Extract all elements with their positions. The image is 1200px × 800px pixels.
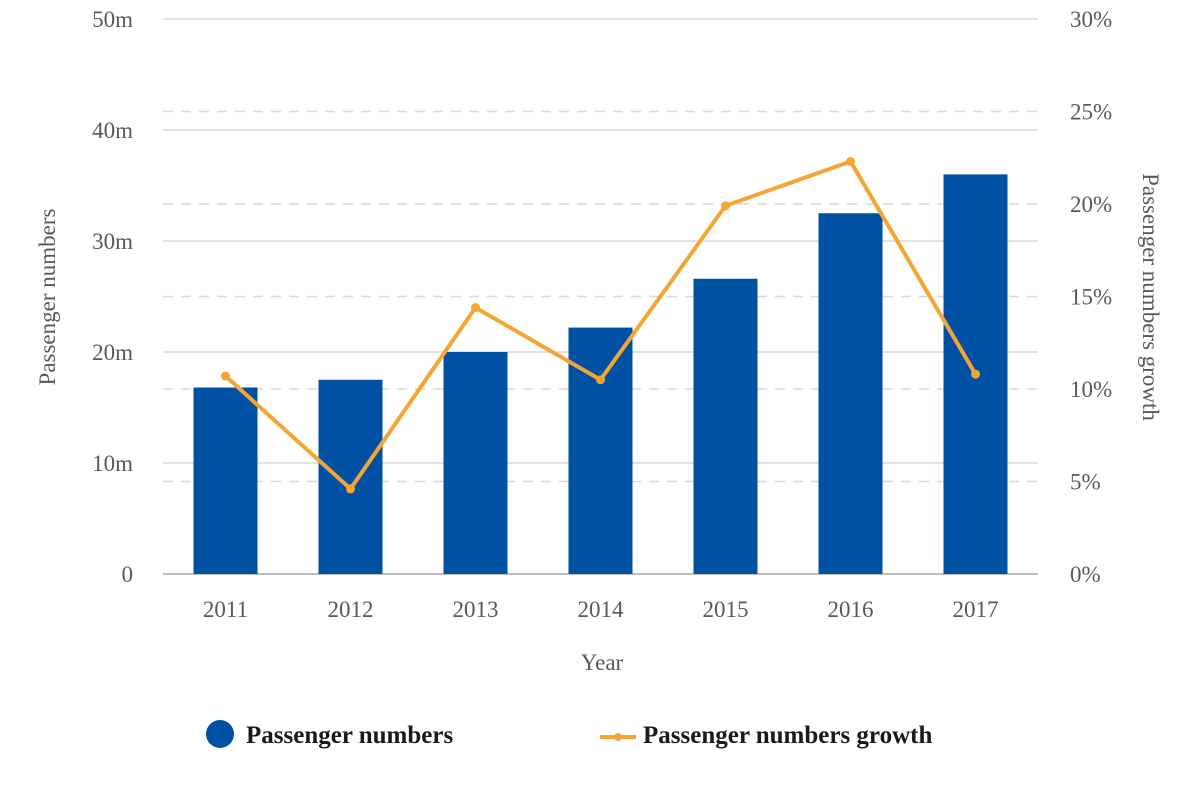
right-tick-label: 30% — [1070, 7, 1112, 32]
left-tick-label: 10m — [92, 451, 133, 476]
bar — [193, 387, 258, 574]
x-tick-label: 2012 — [328, 597, 374, 622]
x-tick-label: 2013 — [453, 597, 499, 622]
gridlines — [163, 18, 1038, 575]
x-tick-label: 2014 — [578, 597, 625, 622]
legend-line-dot — [614, 733, 622, 741]
right-tick-label: 25% — [1070, 100, 1112, 125]
legend: Passenger numbers Passenger numbers grow… — [206, 720, 932, 749]
y2-axis-title: Passenger numbers growth — [1138, 173, 1163, 421]
growth-point — [596, 375, 605, 385]
growth-point — [346, 484, 355, 494]
bar — [693, 278, 758, 574]
legend-bar-marker — [206, 720, 234, 748]
growth-point — [721, 201, 730, 211]
right-tick-label: 5% — [1070, 470, 1101, 495]
right-tick-label: 10% — [1070, 377, 1112, 402]
x-tick-label: 2017 — [953, 597, 999, 622]
x-tick-label: 2011 — [203, 597, 248, 622]
bar — [443, 352, 508, 574]
bar — [818, 213, 883, 574]
x-axis-title: Year — [581, 650, 624, 675]
right-tick-label: 0% — [1070, 562, 1101, 587]
left-axis-ticks: 0 10m 20m 30m 40m 50m — [92, 7, 133, 587]
left-tick-label: 30m — [92, 229, 133, 254]
x-tick-label: 2015 — [703, 597, 749, 622]
x-axis-ticks: 2011 2012 2013 2014 2015 2016 2017 — [203, 597, 999, 622]
growth-point — [471, 303, 480, 313]
growth-point — [971, 369, 980, 379]
legend-line-label: Passenger numbers growth — [643, 722, 932, 749]
left-tick-label: 50m — [92, 7, 133, 32]
growth-point — [221, 371, 230, 381]
bar — [318, 379, 383, 574]
left-tick-label: 20m — [92, 340, 133, 365]
x-tick-label: 2016 — [828, 597, 874, 622]
left-tick-label: 0 — [122, 562, 134, 587]
growth-point — [846, 156, 855, 166]
left-tick-label: 40m — [92, 118, 133, 143]
legend-bar-label: Passenger numbers — [246, 722, 453, 749]
bar-series — [193, 174, 1008, 574]
line-series — [221, 156, 980, 494]
right-tick-label: 20% — [1070, 192, 1112, 217]
right-axis-ticks: 0% 5% 10% 15% 20% 25% 30% — [1070, 7, 1112, 587]
y-axis-title: Passenger numbers — [35, 208, 60, 385]
right-tick-label: 15% — [1070, 285, 1112, 310]
